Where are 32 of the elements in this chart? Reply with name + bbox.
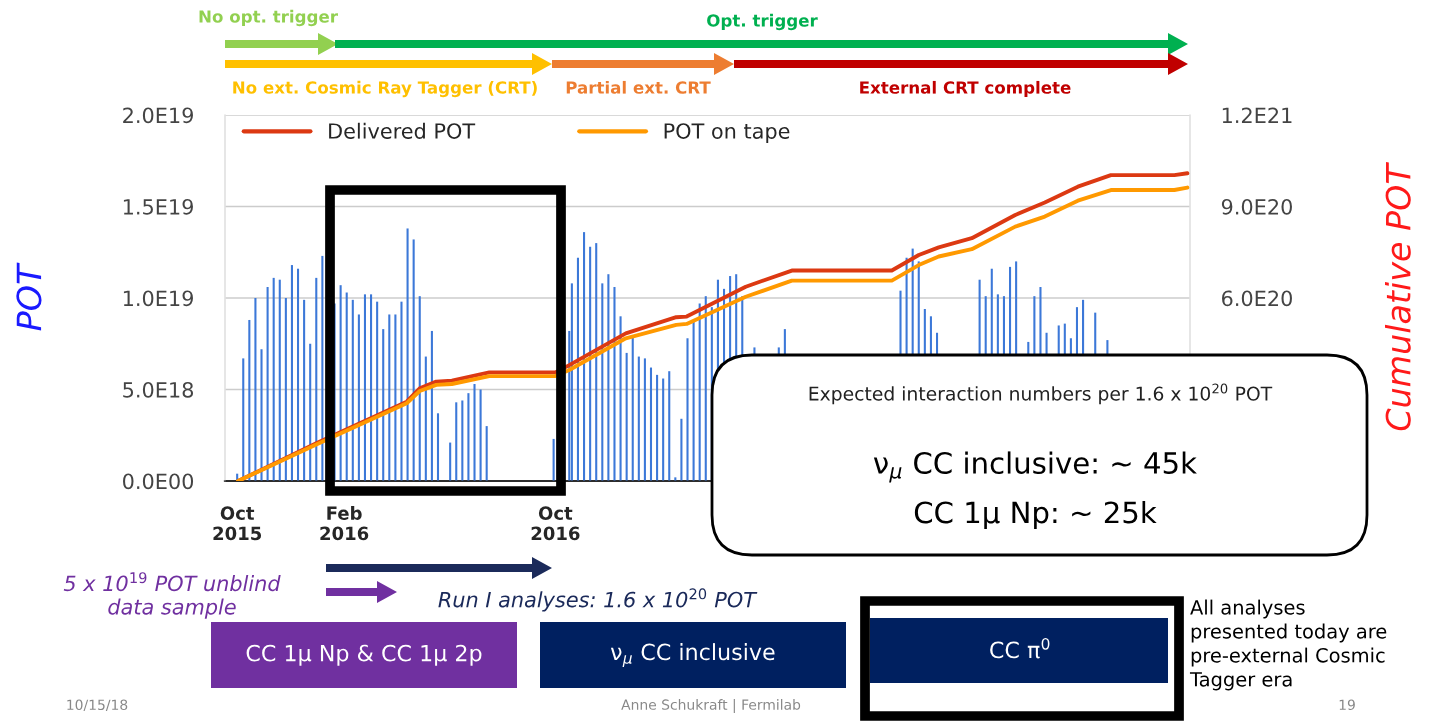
text: 19: [1339, 699, 1355, 711]
legend-label: Delivered POT: [329, 122, 476, 139]
text: Run I analyses: 1.6 x 10$^{20}$ POT: [438, 588, 758, 612]
y-tick-label: 1.5E19: [123, 198, 193, 215]
y-tick-label: 5.0E18: [123, 381, 194, 398]
annotation: Expected interaction numbers per 1.6 x 10$^{20}$ POT: [809, 383, 1273, 405]
annotation: ν$_{μ}$ CC inclusive: ~ 45k: [873, 451, 1197, 483]
y-tick-label: 1.0E19: [123, 290, 193, 307]
y2-tick-label: 9.0E20: [1221, 198, 1292, 215]
text: Anne Schukraft | Fermilab: [621, 699, 801, 713]
text: 5 x 10$^{19}$ POT unblind data sample: [63, 572, 281, 619]
y2-axis-title: Cumulative POT: [1385, 162, 1411, 431]
text: 10/15/18: [67, 699, 128, 712]
text: CC 1μ Np & CC 1μ 2p: [246, 644, 482, 666]
y-axis-title: POT: [16, 262, 42, 331]
legend-label: POT on tape: [664, 123, 790, 143]
text: External CRT complete: [860, 80, 1071, 98]
y-tick-label: 0.0E00: [123, 473, 194, 490]
x-tick-label: Oct 2016: [531, 506, 580, 541]
text: No opt. trigger: [199, 9, 338, 27]
x-tick-label: Feb 2016: [320, 506, 369, 541]
text: ν$_{μ}$ CC inclusive: [610, 643, 775, 667]
text: CC 1μ Np: ~ 25k: [914, 500, 1157, 530]
y2-tick-label: 1.2E21: [1222, 107, 1292, 123]
text: CC π$^{0}$: [990, 637, 1050, 659]
text: All analyses presented today are pre-external Cosmic Tagger era: [1189, 599, 1387, 691]
x-tick-label: Oct 2015: [213, 506, 262, 541]
y2-tick-label: 6.0E20: [1222, 290, 1292, 307]
text: No ext. Cosmic Ray Tagger (CRT): [233, 80, 537, 98]
text: Partial ext. CRT: [566, 80, 711, 94]
y-tick-label: 2.0E19: [123, 107, 193, 124]
text: Opt. trigger: [707, 13, 818, 31]
